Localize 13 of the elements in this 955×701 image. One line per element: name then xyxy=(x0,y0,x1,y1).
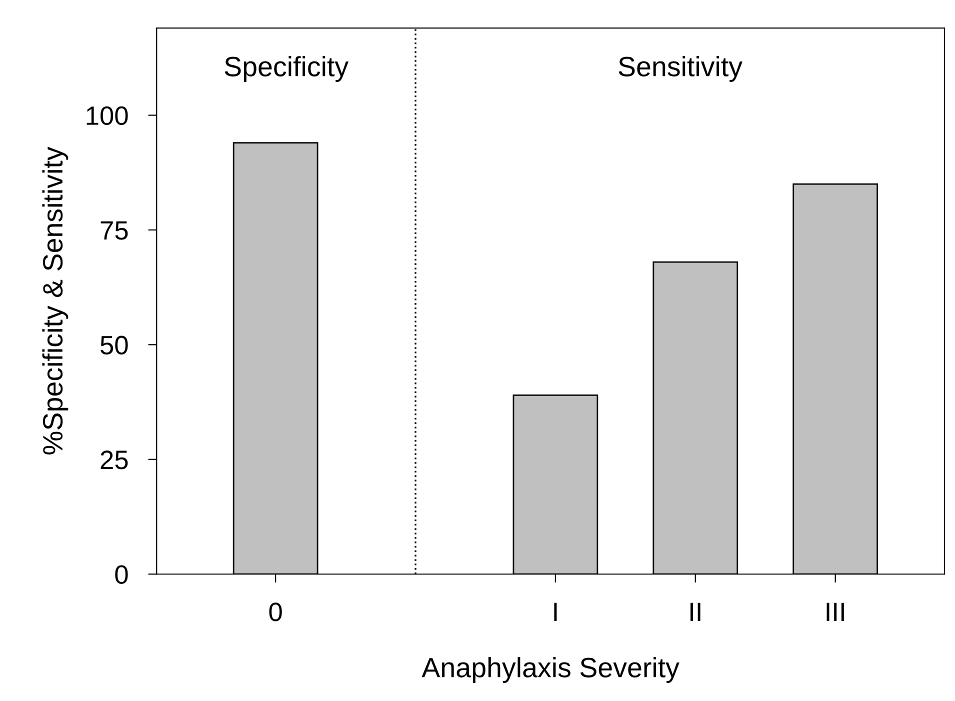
annotation: Sensitivity xyxy=(618,56,742,82)
x-tick-label: III xyxy=(826,602,844,622)
x-axis-title: Anaphylaxis Severity xyxy=(422,657,680,683)
x-tick-label: II xyxy=(690,602,700,622)
y-tick-label: 50 xyxy=(100,336,128,354)
y-tick-label: 25 xyxy=(100,450,128,470)
y-axis-title: %Specificity & Sensitivity xyxy=(42,146,68,454)
x-tick-label: I xyxy=(554,602,557,622)
x-tick-label: 0 xyxy=(269,602,282,622)
y-tick-label: 0 xyxy=(115,565,128,584)
y-tick-label: 75 xyxy=(100,221,128,240)
annotation: Specificity xyxy=(224,56,349,82)
y-tick-label: 100 xyxy=(86,106,128,126)
